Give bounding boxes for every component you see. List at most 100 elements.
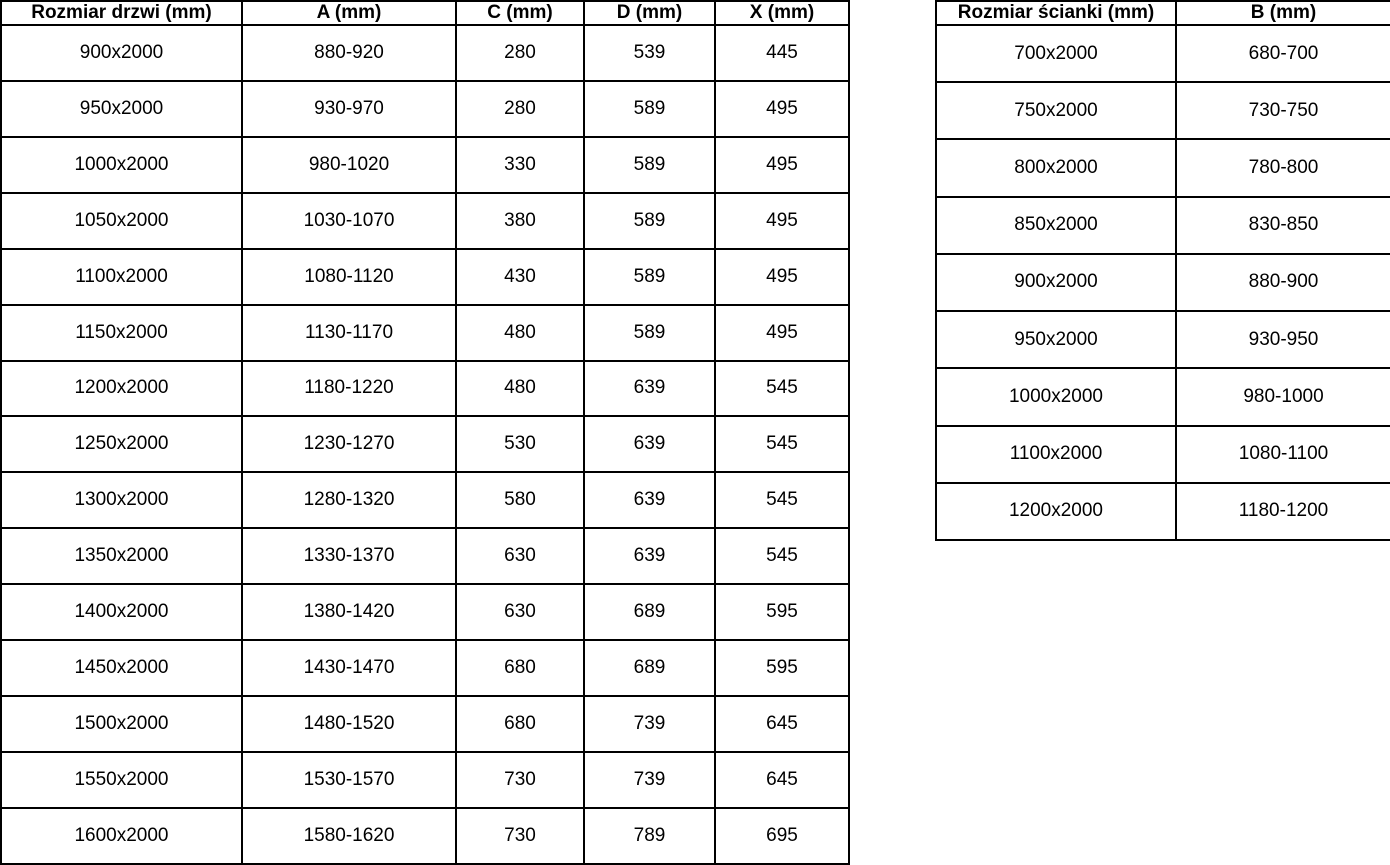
table-cell: 495 [714, 303, 850, 362]
table-cell: 545 [714, 359, 850, 418]
table-cell: 1250x2000 [0, 415, 243, 474]
table-cell: 900x2000 [0, 24, 243, 82]
table-cell: 1050x2000 [0, 191, 243, 250]
table-cell: 880-900 [1175, 252, 1390, 313]
door-header-cell: D (mm) [583, 0, 716, 26]
table-cell: 595 [714, 583, 850, 642]
table-cell: 330 [455, 135, 585, 194]
table-cell: 750x2000 [935, 81, 1177, 141]
table-cell: 789 [583, 806, 716, 865]
table-cell: 1480-1520 [241, 695, 457, 753]
table-cell: 1530-1570 [241, 750, 457, 809]
table-cell: 1380-1420 [241, 583, 457, 642]
table-cell: 1030-1070 [241, 191, 457, 250]
table-cell: 1600x2000 [0, 806, 243, 865]
table-cell: 380 [455, 191, 585, 250]
table-cell: 930-950 [1175, 310, 1390, 370]
table-row: 1150x2000 1130-1170 480 589 495 [0, 303, 850, 362]
table-cell: 495 [714, 191, 850, 250]
table-cell: 1230-1270 [241, 415, 457, 474]
table-cell: 1580-1620 [241, 806, 457, 865]
wall-table-header-row: Rozmiar ścianki (mm) B (mm) [935, 0, 1390, 26]
table-cell: 1500x2000 [0, 695, 243, 753]
table-cell: 900x2000 [935, 252, 1177, 313]
table-row: 900x2000 880-900 [935, 252, 1390, 313]
table-cell: 480 [455, 303, 585, 362]
table-cell: 645 [714, 695, 850, 753]
table-cell: 1330-1370 [241, 527, 457, 586]
table-cell: 1000x2000 [0, 135, 243, 194]
table-cell: 680 [455, 695, 585, 753]
door-header-cell: C (mm) [455, 0, 585, 26]
table-cell: 1400x2000 [0, 583, 243, 642]
table-row: 850x2000 830-850 [935, 195, 1390, 255]
table-cell: 1550x2000 [0, 750, 243, 809]
table-cell: 280 [455, 79, 585, 138]
table-cell: 589 [583, 79, 716, 138]
table-cell: 280 [455, 24, 585, 82]
table-cell: 480 [455, 359, 585, 418]
table-cell: 589 [583, 303, 716, 362]
table-cell: 495 [714, 79, 850, 138]
table-row: 1350x2000 1330-1370 630 639 545 [0, 527, 850, 586]
table-cell: 595 [714, 639, 850, 698]
table-cell: 1200x2000 [935, 481, 1177, 542]
door-header-cell: A (mm) [241, 0, 457, 26]
table-cell: 630 [455, 583, 585, 642]
table-cell: 1180-1220 [241, 359, 457, 418]
table-row: 950x2000 930-950 [935, 310, 1390, 370]
table-cell: 539 [583, 24, 716, 82]
table-cell: 980-1020 [241, 135, 457, 194]
table-cell: 639 [583, 527, 716, 586]
table-cell: 1180-1200 [1175, 481, 1390, 542]
table-cell: 639 [583, 359, 716, 418]
table-cell: 689 [583, 583, 716, 642]
table-row: 1250x2000 1230-1270 530 639 545 [0, 415, 850, 474]
table-cell: 495 [714, 135, 850, 194]
table-row: 900x2000 880-920 280 539 445 [0, 24, 850, 82]
table-row: 800x2000 780-800 [935, 138, 1390, 198]
table-row: 1050x2000 1030-1070 380 589 495 [0, 191, 850, 250]
table-row: 1300x2000 1280-1320 580 639 545 [0, 471, 850, 530]
table-row: 700x2000 680-700 [935, 23, 1390, 84]
door-size-table: Rozmiar drzwi (mm) A (mm) C (mm) D (mm) X (m… [0, 0, 850, 865]
table-cell: 495 [714, 247, 850, 306]
table-row: 1000x2000 980-1000 [935, 367, 1390, 427]
table-cell: 880-920 [241, 24, 457, 82]
table-cell: 1280-1320 [241, 471, 457, 530]
wall-size-table: Rozmiar ścianki (mm) B (mm) 700x2000 680-7… [935, 0, 1390, 542]
table-cell: 739 [583, 750, 716, 809]
table-cell: 1150x2000 [0, 303, 243, 362]
door-table-header-row: Rozmiar drzwi (mm) A (mm) C (mm) D (mm) X (m… [0, 0, 850, 26]
table-cell: 689 [583, 639, 716, 698]
table-cell: 545 [714, 471, 850, 530]
wall-header-cell: B (mm) [1175, 0, 1390, 26]
table-cell: 639 [583, 415, 716, 474]
table-cell: 589 [583, 247, 716, 306]
table-cell: 1350x2000 [0, 527, 243, 586]
wall-header-cell: Rozmiar ścianki (mm) [935, 0, 1177, 26]
table-row: 1500x2000 1480-1520 680 739 645 [0, 695, 850, 753]
table-cell: 1080-1120 [241, 247, 457, 306]
door-header-cell: Rozmiar drzwi (mm) [0, 0, 243, 26]
table-cell: 1430-1470 [241, 639, 457, 698]
table-cell: 589 [583, 135, 716, 194]
table-cell: 730-750 [1175, 81, 1390, 141]
table-row: 1450x2000 1430-1470 680 689 595 [0, 639, 850, 698]
table-cell: 739 [583, 695, 716, 753]
table-row: 1550x2000 1530-1570 730 739 645 [0, 750, 850, 809]
table-cell: 980-1000 [1175, 367, 1390, 427]
table-cell: 645 [714, 750, 850, 809]
table-cell: 630 [455, 527, 585, 586]
table-cell: 1080-1100 [1175, 424, 1390, 484]
table-cell: 445 [714, 24, 850, 82]
table-cell: 680-700 [1175, 23, 1390, 84]
table-cell: 930-970 [241, 79, 457, 138]
table-row: 1600x2000 1580-1620 730 789 695 [0, 806, 850, 865]
table-cell: 530 [455, 415, 585, 474]
table-cell: 1200x2000 [0, 359, 243, 418]
table-cell: 830-850 [1175, 195, 1390, 255]
table-row: 1100x2000 1080-1120 430 589 495 [0, 247, 850, 306]
table-row: 1000x2000 980-1020 330 589 495 [0, 135, 850, 194]
